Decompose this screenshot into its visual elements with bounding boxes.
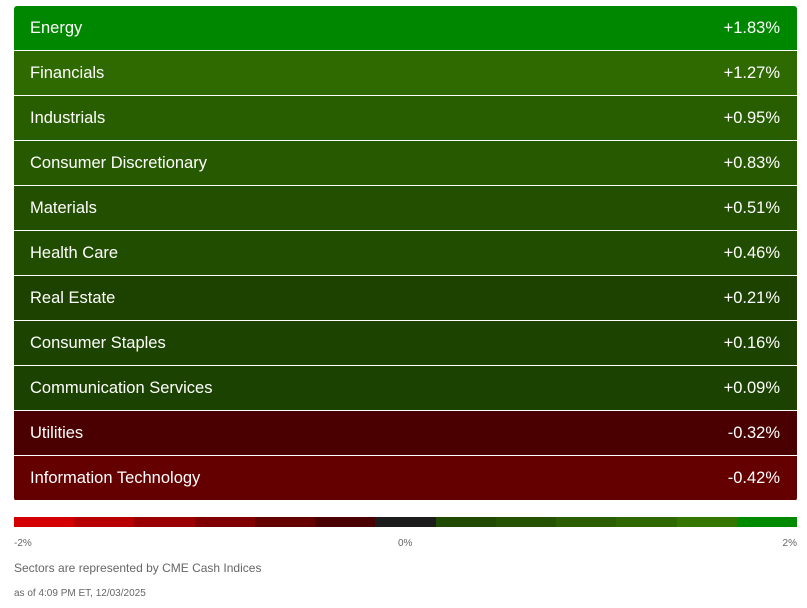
scale-segment [254, 517, 316, 527]
sector-change: +0.46% [723, 243, 780, 262]
sector-change: +0.16% [723, 333, 780, 352]
row-divider [14, 50, 797, 51]
row-divider [14, 275, 797, 276]
sector-name: Real Estate [30, 288, 116, 307]
sector-change: -0.32% [727, 423, 780, 442]
sector-name: Financials [30, 63, 105, 82]
scale-segment [435, 517, 496, 527]
sector-change: -0.42% [727, 468, 780, 487]
scale-segment [676, 517, 737, 527]
timestamp: as of 4:09 PM ET, 12/03/2025 [14, 588, 146, 599]
sector-performance-table: Energy +1.83% Financials +1.27% Industrials +… [14, 6, 797, 501]
source-note: Sectors are represented by CME Cash Indi… [14, 561, 262, 575]
sector-row[interactable]: Information Technology -0.42% [14, 456, 797, 500]
sector-change: +0.83% [723, 153, 780, 172]
sector-row[interactable]: Financials +1.27% [14, 51, 797, 95]
row-divider [14, 365, 797, 366]
sector-change: +0.21% [723, 288, 780, 307]
row-divider [14, 320, 797, 321]
sector-name: Communication Services [30, 378, 213, 397]
sector-change: +0.95% [723, 108, 780, 127]
sector-name: Energy [30, 18, 83, 37]
scale-segment [315, 517, 376, 527]
row-divider [14, 230, 797, 231]
sector-name: Consumer Discretionary [30, 153, 207, 172]
scale-segment [375, 517, 436, 527]
scale-segment [495, 517, 557, 527]
scale-segment [14, 517, 75, 527]
sector-row[interactable]: Consumer Discretionary +0.83% [14, 141, 797, 185]
color-scale-legend [14, 517, 798, 527]
sector-row[interactable]: Industrials +0.95% [14, 96, 797, 140]
sector-row[interactable]: Consumer Staples +0.16% [14, 321, 797, 365]
sector-name: Industrials [30, 108, 106, 127]
sector-row[interactable]: Communication Services +0.09% [14, 366, 797, 410]
row-divider [14, 140, 797, 141]
sector-name: Consumer Staples [30, 333, 166, 352]
scale-segment [74, 517, 135, 527]
sector-change: +0.09% [723, 378, 780, 397]
scale-segment [556, 517, 617, 527]
sector-name: Health Care [30, 243, 119, 262]
sector-name: Materials [30, 198, 97, 217]
row-divider [14, 95, 797, 96]
scale-mid-label: 0% [398, 538, 413, 549]
scale-min-label: -2% [14, 538, 32, 549]
sector-change: +1.83% [723, 18, 780, 37]
sector-row[interactable]: Materials +0.51% [14, 186, 797, 230]
sector-row[interactable]: Health Care +0.46% [14, 231, 797, 275]
scale-segment [616, 517, 677, 527]
sector-row[interactable]: Utilities -0.32% [14, 411, 797, 455]
scale-segment [134, 517, 195, 527]
scale-segment [736, 517, 798, 527]
sector-name: Information Technology [30, 468, 201, 487]
row-divider [14, 455, 797, 456]
scale-max-label: 2% [782, 538, 797, 549]
sector-change: +0.51% [723, 198, 780, 217]
sector-row[interactable]: Real Estate +0.21% [14, 276, 797, 320]
scale-segment [194, 517, 255, 527]
sector-name: Utilities [30, 423, 84, 442]
row-divider [14, 185, 797, 186]
sector-change: +1.27% [723, 63, 780, 82]
row-divider [14, 410, 797, 411]
sector-row[interactable]: Energy +1.83% [14, 6, 797, 50]
